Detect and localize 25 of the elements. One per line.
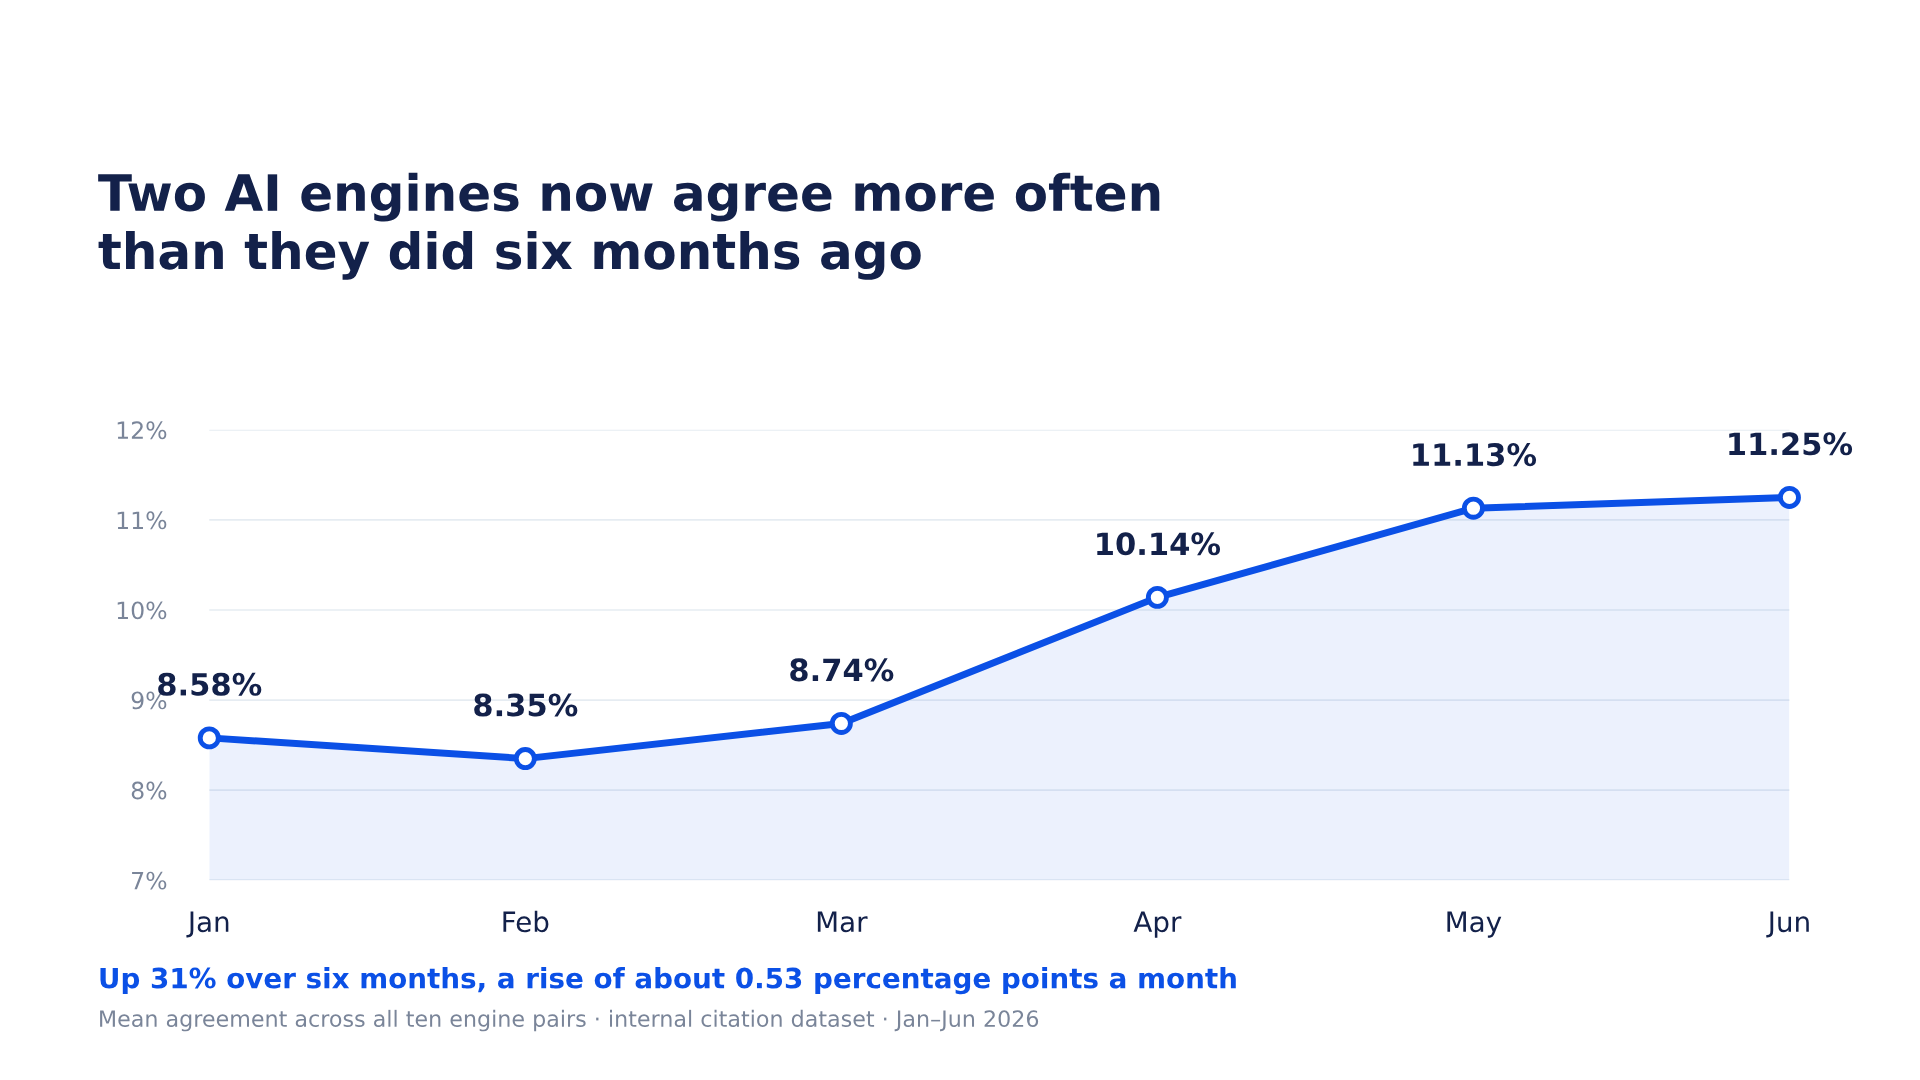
point (1777, 485, 1801, 509)
point (1145, 585, 1169, 609)
text: 8.35% (474, 693, 578, 717)
x-tick-label: Apr (1133, 911, 1182, 938)
text: Mean agreement across all ten engine pairs · internal citation dataset · Jan–Jun 2026 (100, 1009, 1039, 1032)
point (513, 747, 537, 771)
x-tick-label: Mar (817, 911, 868, 933)
text: 11.13% (1413, 443, 1537, 467)
point (1461, 496, 1485, 520)
y-tick-label: 7% (132, 871, 167, 890)
y-tick-label: 12% (117, 421, 167, 440)
text: 11.25% (1729, 432, 1853, 456)
x-tick-label: Feb (503, 910, 549, 933)
y-tick-label: 10% (117, 601, 167, 620)
point (829, 711, 853, 735)
text: 10.14% (1097, 532, 1221, 556)
x-tick-label: Jan (186, 911, 229, 938)
chart-title: Two AI engines now agree more often than they did six months ago (98, 172, 1160, 280)
x-tick-label: Jun (1766, 911, 1809, 938)
y-tick-label: 11% (117, 511, 167, 530)
y-tick-label: 8% (131, 781, 167, 800)
text: Up 31% over six months, a rise of about 0.53 percentage points a month (100, 967, 1236, 995)
x-tick-label: May (1447, 911, 1502, 938)
point (197, 726, 221, 750)
text: 8.74% (790, 658, 894, 682)
